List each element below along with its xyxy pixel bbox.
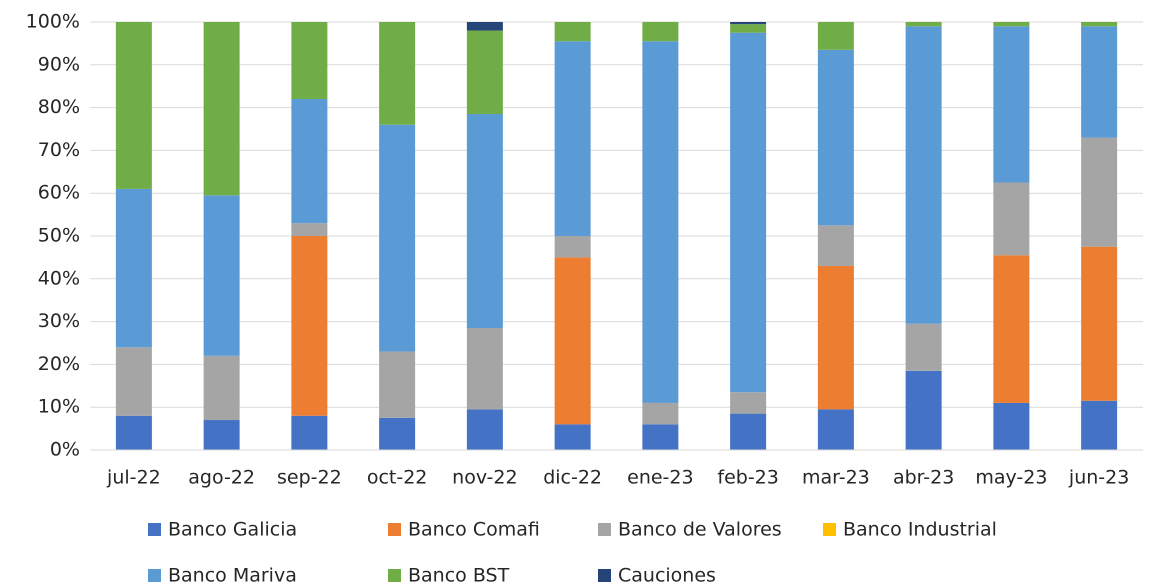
x-tick-label: abr-23 [893, 467, 954, 489]
bar-segment [203, 355, 240, 421]
bar-segment [817, 22, 854, 50]
bar-segment [642, 41, 679, 403]
bar-segment [554, 424, 591, 450]
y-tick-label: 80% [38, 96, 80, 118]
bar-segment [203, 22, 240, 196]
bar-segment [203, 420, 240, 450]
bar-segment [730, 22, 767, 25]
bar-segment [993, 26, 1030, 183]
y-tick-label: 90% [38, 53, 80, 75]
x-tick-label: may-23 [975, 467, 1047, 489]
bar-segment [993, 22, 1030, 27]
bar-segment [115, 188, 152, 348]
legend-label: Banco BST [408, 565, 510, 586]
y-tick-label: 60% [38, 182, 80, 204]
y-tick-label: 70% [38, 139, 80, 161]
x-tick-label: oct-22 [367, 467, 428, 489]
bar-segment [115, 347, 152, 416]
bar-segment [291, 99, 328, 224]
legend-swatch [148, 523, 161, 536]
bar-segment [730, 392, 767, 414]
bar-segment [1081, 246, 1118, 401]
bar-segment [817, 225, 854, 266]
bar-segment [642, 22, 679, 42]
bar-segment [379, 22, 416, 125]
bar-segment [817, 265, 854, 410]
bar-segment [554, 257, 591, 425]
y-tick-label: 40% [38, 267, 80, 289]
bar-segment [993, 255, 1030, 403]
legend-swatch [148, 569, 161, 582]
bar-segment [466, 114, 503, 329]
bar-segment [291, 415, 328, 450]
x-tick-label: ene-23 [627, 467, 693, 489]
y-tick-label: 10% [38, 396, 80, 418]
bar-segment [115, 415, 152, 450]
bar-segment [466, 409, 503, 450]
x-tick-label: dic-22 [543, 467, 602, 489]
bar-segment [466, 22, 503, 31]
legend-label: Banco Comafi [408, 519, 540, 541]
legend-swatch [388, 569, 401, 582]
legend-swatch [598, 523, 611, 536]
bar-segment [730, 413, 767, 450]
bar-segment [905, 22, 942, 27]
bar-segment [905, 323, 942, 371]
bar-segment [291, 22, 328, 100]
bar-segment [642, 424, 679, 450]
bar-segment [817, 409, 854, 450]
bar-segment [379, 124, 416, 352]
bar-segment [817, 49, 854, 226]
legend-label: Cauciones [618, 565, 716, 586]
x-tick-label: sep-22 [277, 467, 342, 489]
x-tick-label: nov-22 [452, 467, 517, 489]
bar-segment [1081, 22, 1118, 27]
y-tick-label: 20% [38, 353, 80, 375]
bar-segment [379, 351, 416, 418]
bar-segment [379, 417, 416, 450]
x-tick-label: feb-23 [717, 467, 778, 489]
legend-label: Banco Mariva [168, 565, 297, 586]
bar-segment [203, 195, 240, 356]
y-tick-label: 50% [38, 225, 80, 247]
y-tick-label: 30% [38, 310, 80, 332]
bar-segment [554, 22, 591, 42]
bar-segment [1081, 137, 1118, 247]
bar-segment [1081, 26, 1118, 138]
bar-segment [993, 402, 1030, 450]
bar-segment [730, 24, 767, 33]
legend-label: Banco Industrial [843, 519, 997, 541]
y-tick-label: 0% [50, 439, 80, 461]
legend-swatch [598, 569, 611, 582]
legend-swatch [388, 523, 401, 536]
bar-segment [642, 402, 679, 425]
x-tick-label: ago-22 [188, 467, 255, 489]
bar-segment [905, 26, 942, 324]
bar-segment [291, 223, 328, 236]
bar-segment [554, 41, 591, 237]
bar-segment [905, 370, 942, 450]
bar-segment [993, 182, 1030, 256]
x-tick-label: jun-23 [1068, 467, 1129, 489]
bar-segment [115, 22, 152, 189]
bar-segment [730, 32, 767, 393]
legend-swatch [823, 523, 836, 536]
bar-segment [466, 328, 503, 410]
x-tick-label: mar-23 [802, 467, 870, 489]
legend-label: Banco de Valores [618, 519, 782, 541]
legend-label: Banco Galicia [168, 519, 297, 541]
y-tick-label: 100% [26, 11, 80, 33]
bar-segment [291, 236, 328, 416]
x-tick-label: jul-22 [106, 467, 161, 489]
bar-segment [466, 30, 503, 115]
bar-segment [554, 236, 591, 258]
bar-segment [1081, 400, 1118, 450]
